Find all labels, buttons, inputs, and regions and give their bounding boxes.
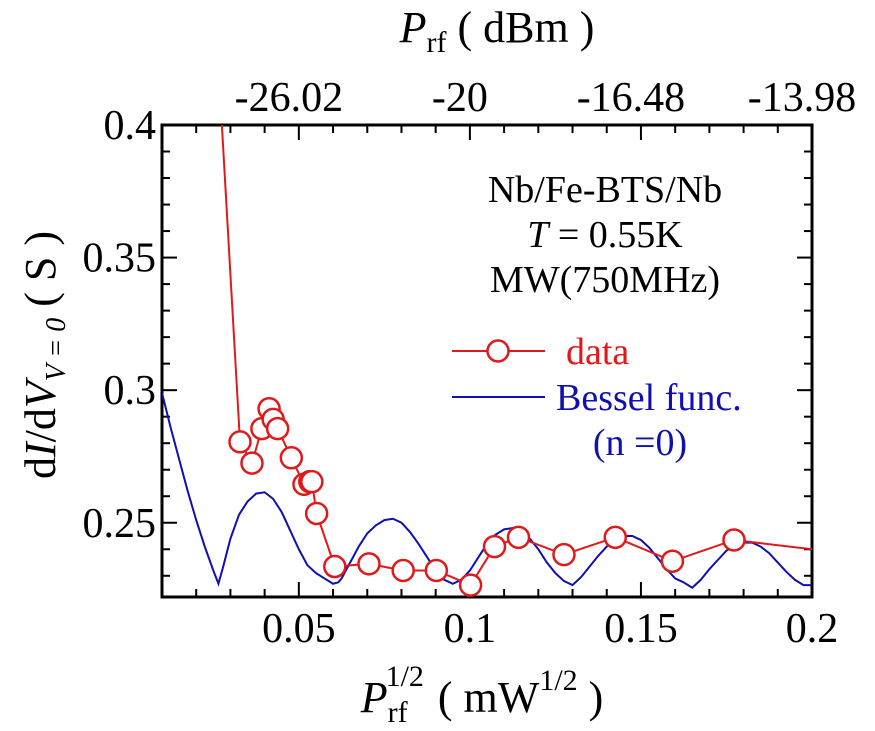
y-tick-label: 0.3 — [104, 368, 157, 414]
top-axis-title: Prf ( dBm ) — [399, 3, 595, 59]
data-point — [660, 549, 685, 573]
top-tick-label: -13.98 — [748, 75, 857, 121]
x-axis-title-sub: rf — [388, 696, 408, 729]
x-axis-title-unit-open: ( mW — [438, 673, 540, 722]
x-axis-title: Prf1/2( mW1/2 ) — [360, 660, 604, 729]
x-tick-label: 0.2 — [786, 606, 839, 652]
axis-tick-labels: 0.05 0.1 0.15 0.2 -26.02 -20 -16.48 -13.98 0.25 0… — [83, 75, 857, 652]
x-axis-title-main: P — [360, 673, 388, 722]
axis-ticks — [161, 124, 813, 597]
data-point — [304, 501, 329, 526]
x-axis-title-unit-close: ) — [578, 673, 604, 722]
annotation-temperature-value: = 0.55K — [548, 214, 683, 256]
x-axis-title-sup: 1/2 — [386, 660, 424, 693]
legend-bessel-label-order: (n =0) — [593, 422, 687, 464]
legend-data-marker — [486, 339, 510, 363]
data-point — [506, 525, 531, 550]
annotation-temperature: T = 0.55K — [527, 214, 683, 256]
data-point — [323, 554, 347, 579]
y-axis-title-unit: ( S ) — [16, 231, 65, 318]
y-axis-title: dI/dVV = 0 ( S ) — [16, 231, 72, 479]
annotation-temperature-symbol: T — [527, 214, 551, 256]
annotation-microwave: MW(750MHz) — [490, 259, 720, 301]
top-tick-label: -26.02 — [235, 75, 344, 121]
y-axis-title-prefix: d — [16, 457, 65, 479]
y-tick-label: 0.4 — [104, 103, 157, 149]
legend-data-label: data — [566, 331, 629, 373]
series-bessel-line — [162, 392, 812, 589]
data-point — [458, 573, 483, 597]
data-point — [391, 558, 415, 583]
y-tick-label: 0.25 — [83, 501, 157, 547]
x-tick-label: 0.15 — [604, 606, 678, 652]
legend-bessel-label: Bessel func. — [556, 377, 742, 419]
x-tick-label: 0.1 — [444, 606, 497, 652]
data-point — [240, 451, 264, 475]
top-axis-title-sub: rf — [427, 26, 447, 59]
top-tick-label: -16.48 — [577, 75, 686, 121]
data-point — [228, 430, 252, 454]
data-point — [279, 446, 304, 470]
annotation-sample: Nb/Fe-BTS/Nb — [488, 169, 722, 211]
y-axis-title-mid: /d — [16, 408, 65, 442]
top-axis-title-main: P — [399, 3, 427, 52]
data-point — [424, 558, 449, 583]
data-point — [357, 552, 381, 576]
plot-frame — [160, 123, 814, 599]
legend: data Bessel func. (n =0) — [452, 331, 742, 464]
y-tick-label: 0.35 — [83, 236, 157, 282]
y-axis-title-i: I — [16, 440, 65, 458]
series-layer — [162, 125, 812, 597]
y-axis-title-sub: V = 0 — [41, 318, 72, 382]
data-point — [482, 534, 507, 559]
data-point — [603, 525, 628, 550]
top-tick-label: -20 — [432, 75, 488, 121]
top-axis-title-unit: ( dBm ) — [446, 3, 594, 52]
data-point — [265, 416, 290, 441]
data-point — [300, 469, 324, 494]
data-point — [722, 528, 746, 552]
x-axis-title-unit-sup: 1/2 — [539, 664, 577, 697]
x-tick-label: 0.05 — [262, 606, 336, 652]
y-axis-title-v: V — [16, 376, 65, 408]
data-point — [552, 542, 576, 567]
